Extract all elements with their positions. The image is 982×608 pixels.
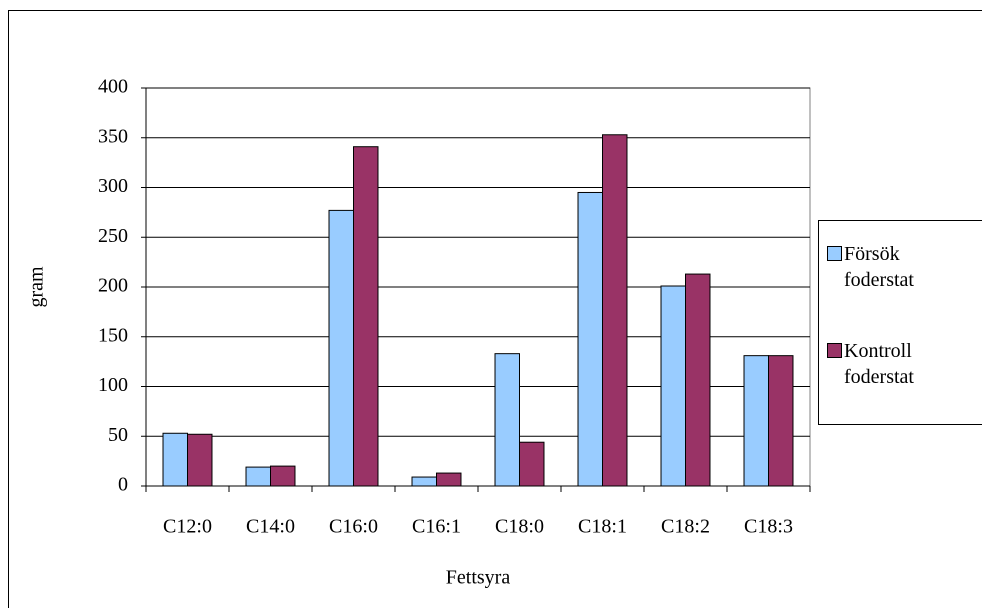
bar: [270, 465, 296, 487]
x-tick-label: C18:1: [578, 516, 627, 538]
y-tick-label: 200: [98, 275, 128, 297]
y-tick-label: 150: [98, 324, 128, 346]
chart-frame: [8, 10, 982, 608]
bar: [577, 191, 604, 487]
x-tick-label: C12:0: [163, 516, 212, 538]
legend-entry: Försök foderstat: [827, 241, 954, 293]
bar: [768, 355, 794, 487]
y-tick-label: 300: [98, 175, 128, 197]
legend-swatch: [827, 246, 842, 261]
legend: Försök foderstat Kontroll foderstat: [818, 220, 982, 425]
bar: [660, 285, 687, 487]
bar: [353, 146, 379, 487]
bar: [328, 209, 355, 487]
legend-label: Försök foderstat: [844, 243, 914, 291]
legend-swatch: [827, 343, 842, 358]
x-tick-label: C18:0: [495, 516, 544, 538]
bar: [162, 432, 188, 487]
y-tick-label: 0: [118, 474, 128, 496]
y-tick-label: 100: [98, 374, 128, 396]
legend-entry: Kontroll foderstat: [827, 338, 954, 390]
bar: [245, 466, 271, 487]
y-tick-label: 50: [108, 424, 128, 446]
bar: [602, 134, 628, 487]
y-tick-label: 350: [98, 125, 128, 147]
x-tick-label: C16:0: [329, 516, 378, 538]
x-tick-label: C18:3: [744, 516, 793, 538]
y-axis-title: gram: [26, 266, 48, 308]
bar: [685, 273, 711, 487]
bar: [187, 433, 213, 487]
x-tick-label: C14:0: [246, 516, 295, 538]
y-tick-label: 400: [98, 76, 128, 98]
bar: [411, 476, 438, 487]
legend-label: Kontroll foderstat: [844, 340, 914, 388]
x-tick-label: C16:1: [412, 516, 461, 538]
x-tick-label: C18:2: [661, 516, 710, 538]
bar: [743, 355, 770, 487]
x-axis-title: Fettsyra: [446, 567, 511, 589]
bar: [436, 472, 462, 487]
bar: [494, 353, 521, 487]
y-tick-label: 250: [98, 225, 128, 247]
bar: [519, 441, 545, 487]
